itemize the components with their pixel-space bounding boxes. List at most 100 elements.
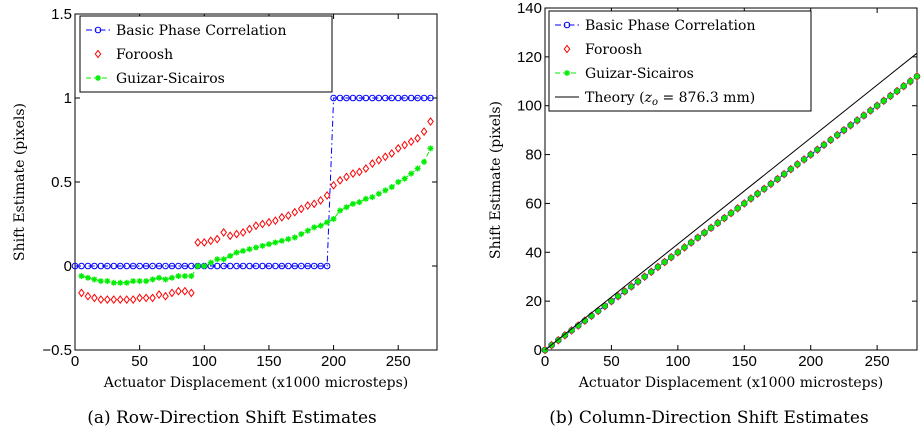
data-point — [259, 262, 266, 270]
chart-column-direction: 0 50 100 150 200 250 0 20 40 60 80 100 120 140 Basic … — [488, 0, 921, 428]
data-point — [774, 176, 781, 182]
data-point — [421, 158, 428, 165]
data-point — [847, 122, 854, 129]
y-tick-label: −0.5 — [42, 342, 72, 359]
data-point — [226, 262, 234, 270]
data-point — [84, 262, 92, 270]
data-point — [188, 262, 195, 270]
legend-marker — [563, 44, 571, 54]
data-point — [110, 279, 117, 286]
data-point — [914, 73, 920, 80]
data-point — [246, 262, 253, 270]
data-point — [840, 127, 847, 134]
data-point — [175, 286, 182, 296]
data-point — [117, 279, 124, 286]
y-tick-label: 100 — [517, 98, 542, 115]
data-point — [239, 227, 247, 237]
data-point — [91, 262, 98, 270]
data-point — [330, 180, 337, 190]
data-point — [395, 179, 402, 185]
data-point — [641, 273, 648, 280]
data-point — [401, 94, 408, 102]
data-point — [420, 127, 428, 137]
legend-label: Guizar-Sicairos — [116, 71, 225, 87]
data-point — [227, 252, 234, 259]
data-point — [116, 262, 124, 270]
data-point — [388, 94, 396, 102]
data-point — [239, 262, 247, 270]
data-point — [894, 88, 901, 95]
data-point — [555, 337, 562, 344]
xlabel-b: Actuator Displacement (x1000 microsteps) — [578, 375, 883, 391]
x-tick-label: 150 — [732, 353, 757, 370]
data-point — [721, 215, 728, 222]
series-theory — [544, 52, 918, 351]
data-point — [401, 175, 408, 182]
data-point — [97, 278, 104, 285]
data-point — [407, 137, 415, 147]
data-point — [414, 94, 421, 102]
data-point — [336, 175, 344, 185]
data-point — [668, 254, 675, 261]
data-point — [728, 210, 734, 217]
data-point — [661, 259, 668, 266]
x-tick-label: 250 — [386, 353, 411, 370]
x-tick-label: 50 — [131, 353, 148, 370]
data-point — [213, 262, 221, 270]
data-point — [91, 293, 98, 303]
data-point — [381, 152, 389, 162]
data-point — [407, 94, 415, 102]
y-tick-label: 120 — [517, 49, 542, 66]
legend-marker — [94, 26, 102, 34]
data-point — [110, 295, 118, 305]
data-point — [156, 274, 163, 281]
data-point — [84, 291, 92, 301]
data-point — [741, 200, 748, 207]
data-point — [142, 262, 150, 270]
data-point — [581, 317, 588, 324]
data-point — [194, 238, 202, 247]
data-point — [272, 262, 279, 270]
data-point — [369, 159, 376, 168]
data-point — [78, 288, 85, 298]
data-point — [252, 262, 260, 270]
data-point — [867, 107, 874, 114]
series-line — [75, 97, 431, 267]
data-point — [226, 231, 234, 241]
y-tick-label: 1.5 — [51, 6, 72, 23]
data-point — [71, 262, 79, 270]
series-line — [544, 52, 918, 351]
legend-label: Guizar-Sicairos — [585, 66, 694, 82]
legend-label: Basic Phase Correlation — [116, 23, 286, 39]
data-point — [162, 262, 169, 270]
data-point — [136, 262, 143, 270]
data-point — [233, 262, 240, 270]
data-point — [420, 94, 428, 102]
data-point — [272, 239, 279, 246]
data-point — [278, 237, 285, 244]
legend-marker — [564, 70, 570, 76]
data-point — [427, 117, 434, 126]
data-point — [694, 234, 701, 241]
legend-label: Foroosh — [116, 47, 173, 63]
data-point — [123, 295, 131, 305]
data-point — [252, 221, 260, 231]
data-point — [214, 256, 221, 263]
data-point — [382, 187, 389, 194]
data-point — [188, 288, 195, 298]
legend-label: Foroosh — [585, 42, 642, 58]
data-point — [317, 196, 324, 205]
data-point — [356, 167, 363, 177]
series-line — [81, 148, 431, 284]
data-point — [388, 184, 395, 191]
data-point — [568, 327, 575, 334]
data-point — [110, 262, 118, 270]
data-point — [900, 83, 907, 90]
data-point — [91, 276, 98, 283]
data-point — [628, 283, 635, 290]
legend-entry: Foroosh — [563, 42, 642, 58]
data-point — [907, 78, 914, 85]
data-point — [103, 295, 111, 305]
data-point — [317, 262, 324, 270]
data-point — [168, 262, 176, 270]
